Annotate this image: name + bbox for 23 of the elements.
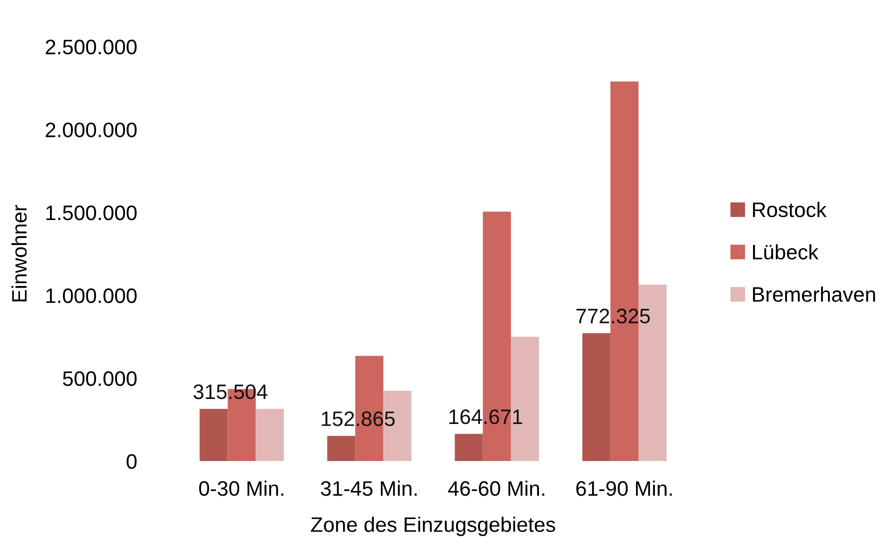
legend-label: Lübeck: [753, 244, 819, 260]
legend-label: Rostock: [753, 202, 827, 218]
data-label: 152.865: [322, 411, 395, 426]
y-tick-label: 500.000: [62, 371, 137, 386]
y-tick-label: 1.000.000: [46, 288, 137, 304]
y-tick-label: 2.500.000: [46, 40, 137, 54]
bar: [200, 408, 228, 462]
y-axis-title: Einwohner: [11, 205, 27, 302]
x-tick-label: 46-60 Min.: [448, 480, 544, 496]
y-tick-label: 1.500.000: [46, 205, 137, 220]
bar: [256, 408, 284, 462]
data-label: 772.325: [576, 308, 650, 324]
x-tick-label: 31-45 Min.: [320, 480, 417, 496]
x-axis-title: Zone des Einzugsgebietes: [311, 516, 556, 536]
data-label: 164.671: [449, 409, 522, 424]
x-tick-label: 0-30 Min.: [199, 480, 284, 496]
y-tick-label: 2.000.000: [46, 122, 137, 138]
y-tick-label: 0: [126, 454, 137, 469]
bar: [327, 436, 356, 462]
x-tick-label: 61-90 Min.: [576, 480, 672, 496]
bar: [454, 434, 483, 462]
legend-label: Bremerhaven: [753, 286, 876, 302]
bar: [582, 333, 610, 462]
